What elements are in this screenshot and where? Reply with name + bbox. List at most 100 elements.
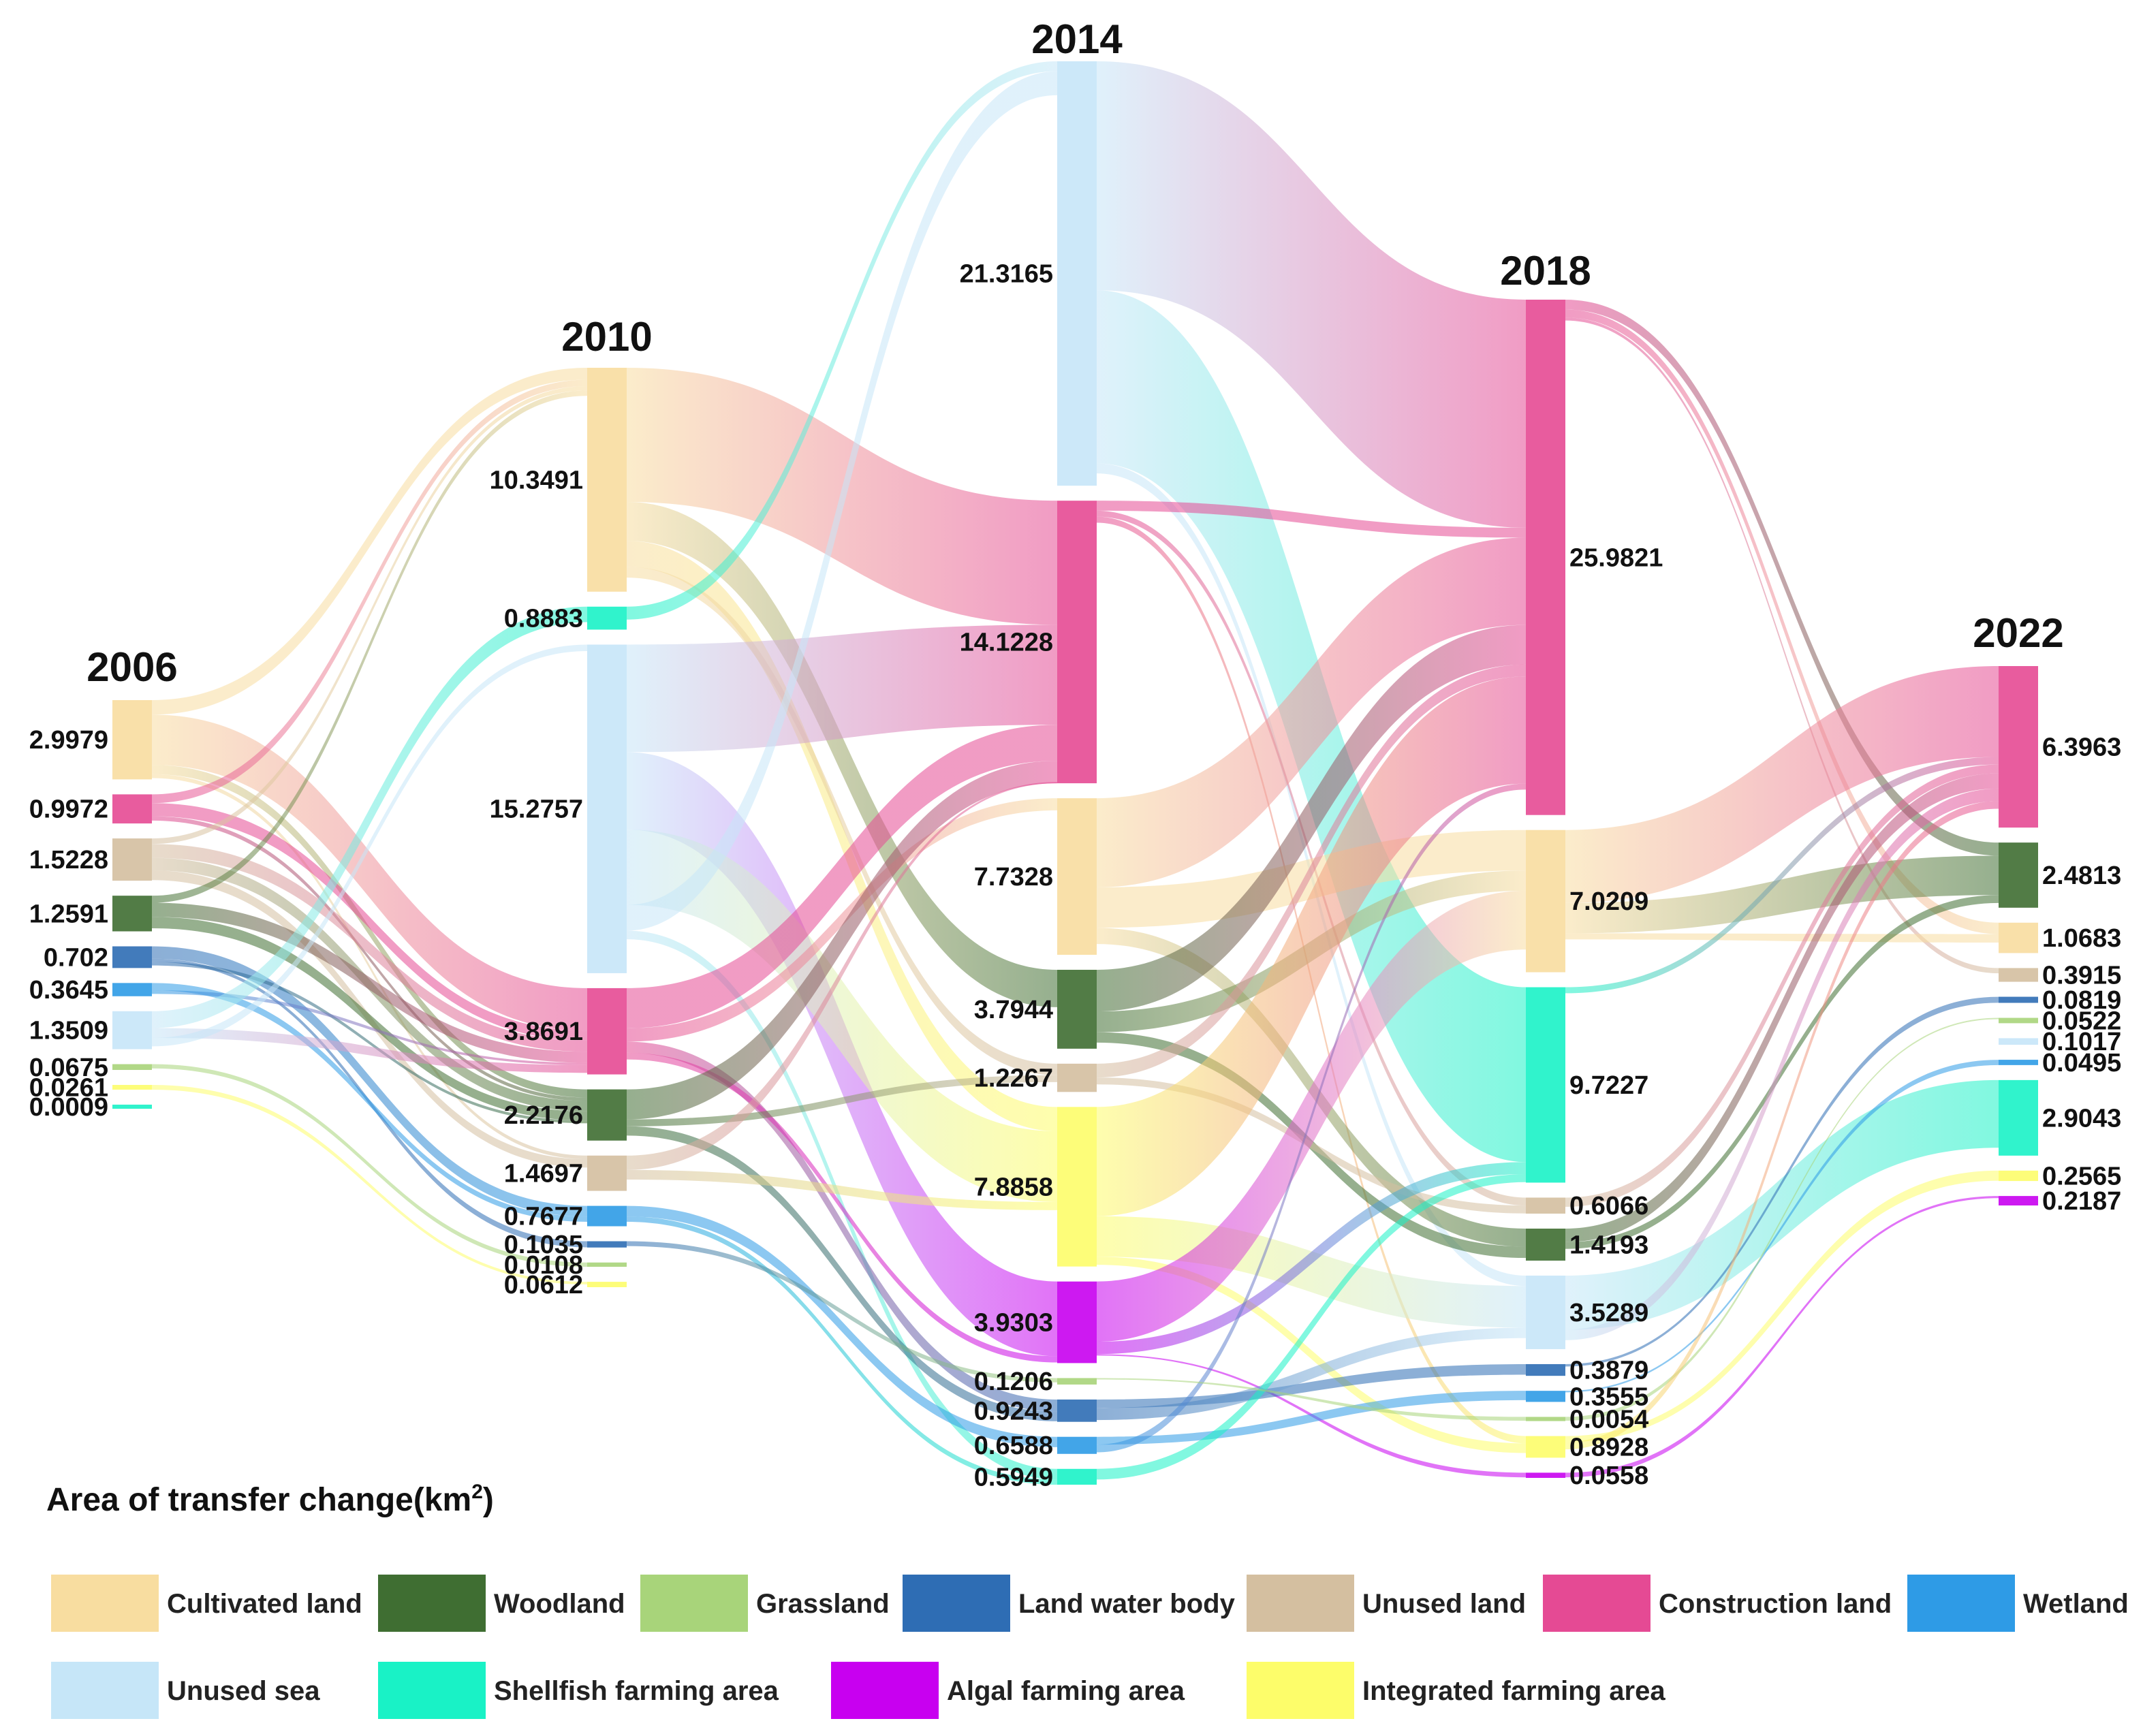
flow-2006-woodland-to-2010-construction <box>152 902 587 1063</box>
flow-2014-construction-to-2018-construction <box>1097 501 1526 538</box>
value-label-2018-grassland: 0.0054 <box>1569 1406 1648 1434</box>
legend-swatch-construction <box>1543 1575 1651 1632</box>
value-label-2010-landwater: 0.1035 <box>504 1231 583 1259</box>
flow-2014-landwater-to-2018-landwater <box>1097 1363 1526 1408</box>
node-2014-algal <box>1057 1281 1097 1363</box>
node-2018-cultivated <box>1526 830 1565 973</box>
value-label-2018-woodland: 1.4193 <box>1569 1231 1648 1259</box>
value-label-2022-unusedsea: 0.1017 <box>2042 1028 2121 1056</box>
value-label-2014-wetland: 0.6588 <box>974 1432 1053 1460</box>
node-2022-unusedsea <box>1999 1038 2038 1045</box>
node-2022-cultivated <box>1999 922 2038 953</box>
node-2006-construction <box>112 794 152 824</box>
flow-2010-wetland-to-2014-wetland <box>627 1205 1057 1447</box>
value-label-2018-wetland: 0.3555 <box>1569 1383 1648 1411</box>
flow-2014-cultivated-to-2018-construction <box>1097 537 1526 887</box>
value-label-2022-landwater: 0.0819 <box>2042 986 2121 1015</box>
node-2018-construction <box>1526 300 1565 815</box>
value-label-2022-grassland: 0.0522 <box>2042 1007 2121 1035</box>
flow-2018-cultivated-to-2022-construction <box>1565 666 1999 903</box>
legend-title-superscript: 2 <box>471 1481 483 1503</box>
node-2014-woodland <box>1057 969 1097 1049</box>
value-label-2014-unusedsea: 21.3165 <box>960 260 1053 289</box>
year-label-2018: 2018 <box>1500 248 1591 294</box>
legend-label-algal: Algal farming area <box>947 1676 1185 1706</box>
node-2022-algal <box>1999 1196 2038 1205</box>
node-2010-cultivated <box>587 368 627 592</box>
legend-label-wetland: Wetland <box>2023 1589 2129 1619</box>
flow-2006-landwater-to-2010-woodland <box>152 962 587 1124</box>
flow-2006-grassland-to-2010-grassland <box>152 1064 587 1267</box>
flow-2010-construction-to-2014-cultivated <box>627 798 1057 1042</box>
node-2006-woodland <box>112 896 152 932</box>
value-label-2006-integrated: 0.0261 <box>29 1073 108 1102</box>
flow-2014-unusedsea-to-2018-construction <box>1097 61 1526 528</box>
flow-2018-grassland-to-2022-grassland <box>1565 1017 1999 1421</box>
node-2022-construction <box>1999 666 2038 828</box>
flow-2014-unusedland-to-2018-construction <box>1097 664 1526 1078</box>
node-2006-landwater <box>112 946 152 968</box>
node-2018-landwater <box>1526 1363 1565 1376</box>
value-label-2018-integrated: 0.8928 <box>1569 1433 1648 1462</box>
legend-swatch-landwater <box>903 1575 1010 1632</box>
legend: Area of transfer change(km2) Cultivated … <box>46 1481 2129 1719</box>
legend-swatch-grassland <box>640 1575 748 1632</box>
legend-title-text: Area of transfer change(km <box>46 1482 471 1518</box>
legend-label-integrated: Integrated farming area <box>1362 1676 1665 1706</box>
value-label-2014-unusedland: 1.2267 <box>974 1064 1053 1093</box>
node-2006-grassland <box>112 1064 152 1071</box>
year-label-2014: 2014 <box>1031 16 1123 62</box>
value-label-2022-woodland: 2.4813 <box>2042 862 2121 890</box>
node-2014-unusedsea <box>1057 61 1097 486</box>
flow-2014-wetland-to-2018-construction <box>1097 783 1526 1453</box>
value-label-2006-unusedland: 1.5228 <box>29 846 108 874</box>
flow-2018-unusedsea-to-2022-construction <box>1565 788 1999 1340</box>
flow-2014-algal-to-2018-shellfish <box>1097 1162 1526 1355</box>
value-label-2018-cultivated: 7.0209 <box>1569 887 1648 916</box>
node-2006-unusedsea <box>112 1011 152 1050</box>
flow-2006-cultivated-to-2010-construction <box>152 714 587 1031</box>
node-2010-integrated <box>587 1282 627 1287</box>
label-layer: 2006 2.9979 0.9972 1.5228 1.2591 0.702 0.3645 1… <box>29 16 2121 1492</box>
flow-2018-unusedland-to-2022-construction <box>1565 764 1999 1208</box>
flow-2006-unusedsea-to-2010-construction <box>152 1028 587 1073</box>
value-label-2018-landwater: 0.3879 <box>1569 1357 1648 1385</box>
value-label-2022-wetland: 0.0495 <box>2042 1049 2121 1077</box>
node-2014-landwater <box>1057 1399 1097 1422</box>
flow-2006-construction-to-2010-woodland <box>152 816 587 1101</box>
value-label-2010-unusedland: 1.4697 <box>504 1160 583 1188</box>
value-label-2006-woodland: 1.2591 <box>29 900 108 928</box>
value-label-2006-shellfish: 0.0009 <box>29 1093 108 1122</box>
flow-2006-unusedsea-to-2010-shellfish <box>152 606 587 1028</box>
value-label-2018-shellfish: 9.7227 <box>1569 1071 1648 1100</box>
value-label-2014-shellfish: 0.5949 <box>974 1463 1053 1492</box>
flow-2018-shellfish-to-2022-construction <box>1565 757 1999 994</box>
node-2010-wetland <box>587 1205 627 1227</box>
node-2018-integrated <box>1526 1436 1565 1458</box>
flow-2010-unusedsea-to-2014-construction <box>627 625 1057 753</box>
flow-2014-construction-to-2018-unusedland <box>1097 510 1526 1206</box>
node-2010-grassland <box>587 1262 627 1267</box>
value-label-2018-unusedland: 0.6066 <box>1569 1192 1648 1220</box>
value-label-2022-algal: 0.2187 <box>2042 1187 2121 1216</box>
node-2022-unusedland <box>1999 968 2038 982</box>
flow-2018-construction-to-2022-cultivated <box>1565 309 1999 934</box>
node-layer <box>112 61 2038 1485</box>
flow-2018-woodland-to-2022-construction <box>1565 773 1999 1242</box>
legend-swatch-woodland <box>378 1575 486 1632</box>
value-label-2018-unusedsea: 3.5289 <box>1569 1299 1648 1327</box>
node-2014-integrated <box>1057 1107 1097 1267</box>
flow-2014-integrated-to-2018-integrated <box>1097 1257 1526 1453</box>
flow-2010-cultivated-to-2014-unusedland <box>627 567 1057 1075</box>
node-2022-woodland <box>1999 842 2038 908</box>
flow-2010-woodland-to-2014-unusedland <box>627 1075 1057 1126</box>
flow-2014-landwater-to-2018-unusedsea <box>1097 1327 1526 1421</box>
node-2010-unusedsea <box>587 644 627 973</box>
value-label-2014-construction: 14.1228 <box>960 629 1053 657</box>
node-2010-unusedland <box>587 1155 627 1191</box>
flow-2010-landwater-to-2014-grassland <box>627 1241 1057 1383</box>
node-2022-shellfish <box>1999 1079 2038 1156</box>
legend-label-unusedland: Unused land <box>1362 1589 1526 1619</box>
flow-2010-construction-to-2014-landwater <box>627 1041 1057 1412</box>
